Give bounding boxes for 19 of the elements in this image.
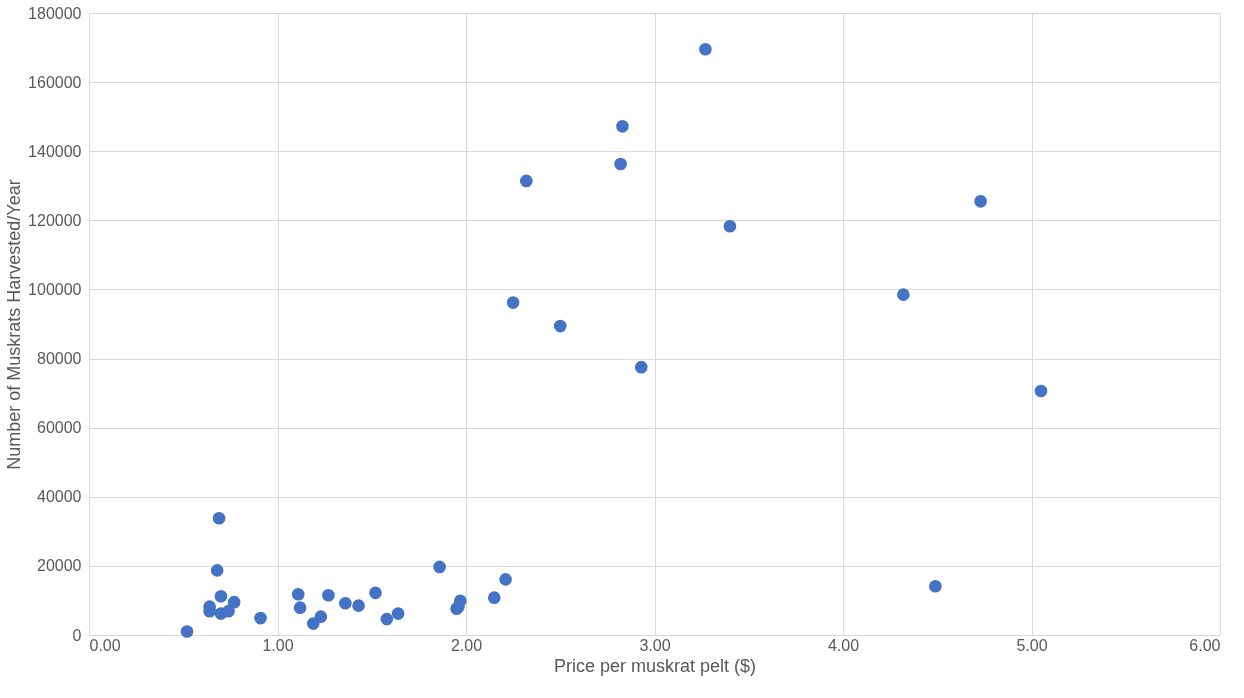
y-axis-title: Number of Muskrats Harvested/Year	[4, 179, 25, 470]
y-tick-label: 120000	[28, 211, 82, 229]
x-tick-label: 4.00	[827, 636, 860, 654]
y-tick-label: 100000	[28, 280, 82, 298]
y-tick-label: 60000	[37, 419, 82, 437]
y-tick-label: 0	[72, 626, 82, 644]
y-tick-label: 140000	[28, 142, 82, 160]
y-tick-label: 80000	[37, 350, 82, 368]
y-tick-label: 40000	[37, 488, 82, 506]
x-tick-label: 1.00	[262, 636, 294, 654]
x-tick-label: 0.00	[89, 636, 121, 654]
x-tick-label: 5.00	[1016, 636, 1048, 654]
x-tick-label: 3.00	[639, 636, 671, 654]
x-tick-label: 6.00	[1189, 636, 1221, 654]
y-tick-label: 160000	[28, 73, 82, 91]
y-tick-label: 180000	[28, 4, 82, 22]
x-axis-title: Price per muskrat pelt ($)	[553, 655, 757, 676]
x-tick-label: 2.00	[450, 636, 483, 654]
y-tick-label: 20000	[37, 557, 82, 575]
